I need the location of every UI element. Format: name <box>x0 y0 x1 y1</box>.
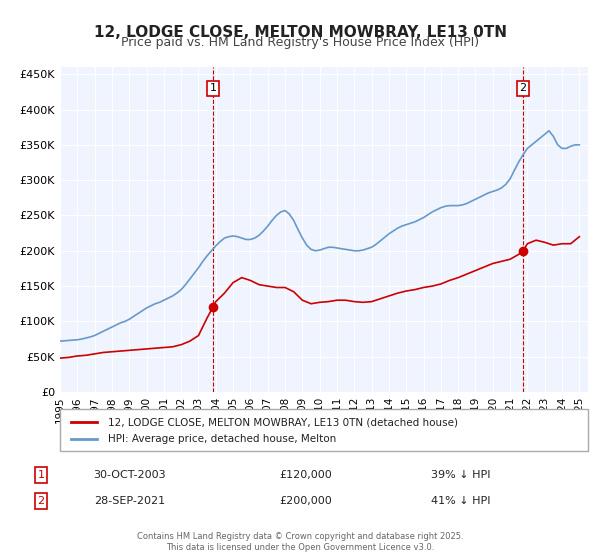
Text: Contains HM Land Registry data © Crown copyright and database right 2025.
This d: Contains HM Land Registry data © Crown c… <box>137 532 463 552</box>
FancyBboxPatch shape <box>60 409 588 451</box>
Text: 2: 2 <box>520 83 527 94</box>
Text: 39% ↓ HPI: 39% ↓ HPI <box>431 470 490 480</box>
Text: 1: 1 <box>209 83 217 94</box>
Text: 12, LODGE CLOSE, MELTON MOWBRAY, LE13 0TN: 12, LODGE CLOSE, MELTON MOWBRAY, LE13 0T… <box>94 25 506 40</box>
Text: 41% ↓ HPI: 41% ↓ HPI <box>431 496 490 506</box>
Text: Price paid vs. HM Land Registry's House Price Index (HPI): Price paid vs. HM Land Registry's House … <box>121 36 479 49</box>
Text: 2: 2 <box>37 496 44 506</box>
Text: £120,000: £120,000 <box>280 470 332 480</box>
Text: 1: 1 <box>38 470 44 480</box>
Text: £200,000: £200,000 <box>280 496 332 506</box>
Text: 28-SEP-2021: 28-SEP-2021 <box>94 496 165 506</box>
Text: HPI: Average price, detached house, Melton: HPI: Average price, detached house, Melt… <box>107 434 336 444</box>
Text: 30-OCT-2003: 30-OCT-2003 <box>93 470 166 480</box>
Text: 12, LODGE CLOSE, MELTON MOWBRAY, LE13 0TN (detached house): 12, LODGE CLOSE, MELTON MOWBRAY, LE13 0T… <box>107 417 458 427</box>
